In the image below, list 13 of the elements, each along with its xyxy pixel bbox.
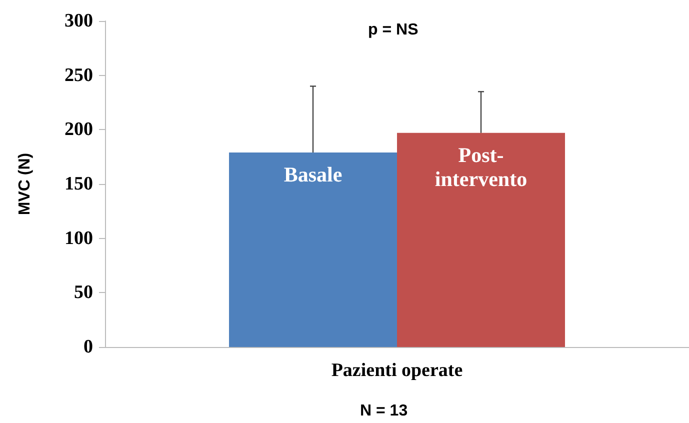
y-tick-label: 50: [74, 282, 93, 304]
y-tick-label: 200: [64, 119, 93, 140]
y-tick-label: 250: [64, 64, 93, 86]
annotation: p = NS: [368, 22, 419, 38]
series-label: Post-intervento: [434, 142, 528, 191]
y-tick-label: 150: [64, 174, 93, 194]
y-axis-title: MVC (N): [16, 152, 34, 216]
y-tick-label: 100: [64, 228, 93, 249]
y-tick-label: 0: [84, 336, 93, 358]
text: N = 13: [360, 402, 408, 420]
y-tick-label: 300: [64, 10, 93, 32]
x-tick-label: Pazienti operate: [331, 360, 463, 381]
series-label: Basale: [284, 162, 342, 186]
